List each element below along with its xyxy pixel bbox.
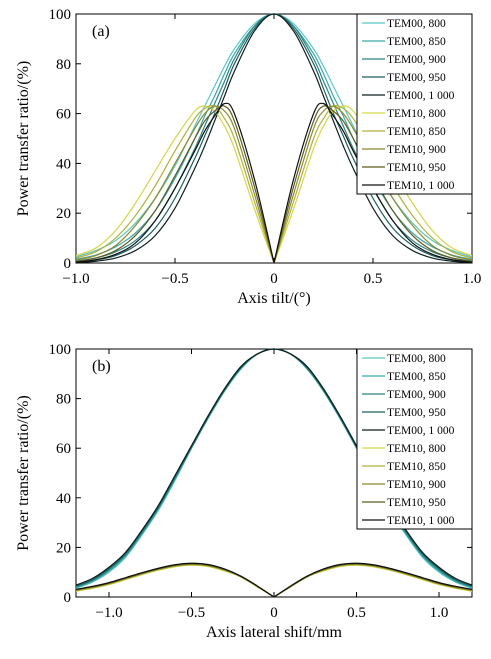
legend-entry-1: TEM00, 850 <box>387 36 446 48</box>
y-tick-label: 100 <box>49 342 72 358</box>
series-line-9 <box>76 562 472 597</box>
legend-entry-4: TEM00, 1 000 <box>387 425 455 437</box>
y-tick-label: 80 <box>56 57 71 73</box>
legend-entry-6: TEM10, 850 <box>387 461 446 473</box>
x-tick-label: 0.5 <box>347 605 366 621</box>
legend-entry-9: TEM10, 1 000 <box>387 180 455 192</box>
series-line-4 <box>76 13 472 263</box>
y-tick-label: 0 <box>64 590 72 606</box>
legend-entry-7: TEM10, 900 <box>387 479 446 491</box>
y-tick-label: 60 <box>56 107 71 123</box>
y-tick-label: 100 <box>49 7 72 23</box>
series-line-7 <box>76 105 472 263</box>
legend-entry-3: TEM00, 950 <box>387 407 446 419</box>
legend-entry-9: TEM10, 1 000 <box>387 515 455 527</box>
x-tick-label: −1.0 <box>62 271 89 287</box>
x-tick-label: −1.0 <box>95 605 122 621</box>
x-tick-label: −0.5 <box>178 605 205 621</box>
legend-entry-5: TEM10, 800 <box>387 108 446 120</box>
legend-box <box>356 348 473 530</box>
x-tick-label: 0 <box>270 271 278 287</box>
legend-entry-6: TEM10, 850 <box>387 126 446 138</box>
panel-label: (b) <box>92 358 111 375</box>
legend-entry-8: TEM10, 950 <box>387 497 446 509</box>
legend-entry-1: TEM00, 850 <box>387 371 446 383</box>
series-line-4 <box>76 348 472 586</box>
y-axis-label: Power transfer ratio/(%) <box>15 61 32 217</box>
legend-entry-7: TEM10, 900 <box>387 144 446 156</box>
chart-panel-a: −1.0 −0.5 0 0.5 1.0 0 20 40 60 80 100 (a) TEM00, 800… <box>15 7 481 307</box>
legend-entry-2: TEM00, 900 <box>387 389 446 401</box>
legend-entry-4: TEM00, 1 000 <box>387 90 455 102</box>
x-axis-label: Axis tilt/(°) <box>237 290 311 307</box>
x-tick-label: 1.0 <box>463 271 482 287</box>
series-line-9 <box>76 102 472 263</box>
y-axis-label: Power transfer ratio/(%) <box>15 395 32 551</box>
x-axis-label: Axis lateral shift/mm <box>206 624 343 641</box>
x-tick-label: −0.5 <box>161 271 188 287</box>
y-tick-label: 60 <box>56 441 71 457</box>
legend-entry-3: TEM00, 950 <box>387 72 446 84</box>
legend-entry-5: TEM10, 800 <box>387 443 446 455</box>
x-tick-label: 0 <box>270 605 278 621</box>
series-line-8 <box>76 105 472 263</box>
legend-entry-0: TEM00, 800 <box>387 18 446 30</box>
y-tick-label: 20 <box>56 206 71 222</box>
panel-label: (a) <box>92 23 110 40</box>
y-tick-label: 40 <box>56 491 71 507</box>
legend-entry-8: TEM10, 950 <box>387 162 446 174</box>
x-tick-label: 1.0 <box>430 605 449 621</box>
y-tick-label: 20 <box>56 540 71 556</box>
legend-box <box>356 13 473 195</box>
y-tick-label: 0 <box>64 256 72 272</box>
legend-entry-0: TEM00, 800 <box>387 353 446 365</box>
y-tick-label: 80 <box>56 392 71 408</box>
x-tick-label: 0.5 <box>364 271 383 287</box>
chart-panel-b: −1.0 −0.5 0 0.5 1.0 0 20 40 60 80 100 (b) TEM00, 800… <box>15 342 473 641</box>
legend-entry-2: TEM00, 900 <box>387 54 446 66</box>
y-tick-label: 40 <box>56 156 71 172</box>
